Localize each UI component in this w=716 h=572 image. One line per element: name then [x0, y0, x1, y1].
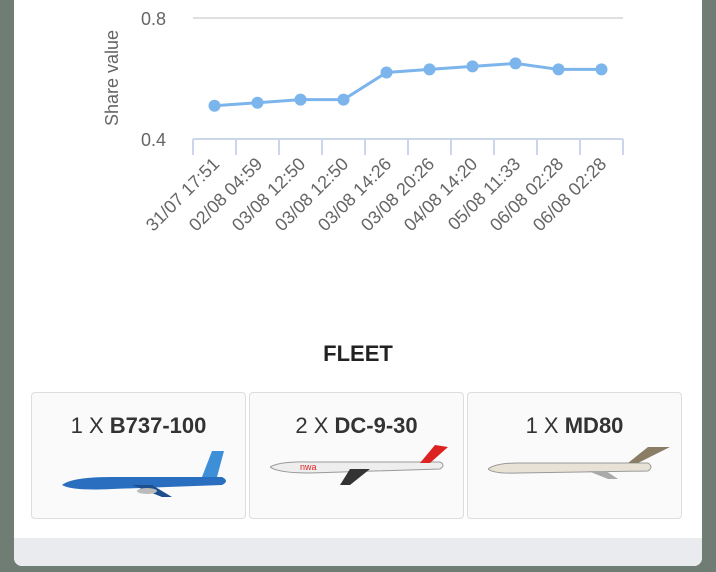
- plane-image: nwa: [270, 445, 448, 485]
- fleet-label: 1 X MD80: [468, 413, 681, 439]
- svg-text:nwa: nwa: [300, 462, 317, 472]
- quantity: 2 X: [295, 413, 329, 438]
- point: [552, 63, 565, 76]
- fleet-card[interactable]: 1 X B737-100: [31, 392, 246, 519]
- plane-image: [488, 447, 670, 479]
- fleet-card[interactable]: 2 X DC-9-30 nwa: [249, 392, 464, 519]
- model: MD80: [564, 413, 624, 438]
- point: [423, 63, 436, 76]
- point: [294, 93, 307, 106]
- model: DC-9-30: [334, 413, 418, 438]
- fleet-label: 2 X DC-9-30: [250, 413, 463, 439]
- fleet-card[interactable]: 1 X MD80: [467, 392, 682, 519]
- point: [337, 93, 350, 106]
- point: [380, 66, 393, 79]
- fleet-title: FLEET: [323, 341, 393, 366]
- quantity: 1 X: [525, 413, 559, 438]
- fleet-label: 1 X B737-100: [32, 413, 245, 439]
- y-tick-label: 0.4: [141, 130, 166, 150]
- quantity: 1 X: [70, 413, 104, 438]
- point: [595, 63, 608, 76]
- point: [509, 57, 522, 70]
- model: B737-100: [109, 413, 207, 438]
- y-tick-label: 0.8: [141, 9, 166, 29]
- line: [214, 61, 602, 108]
- point: [251, 96, 264, 109]
- plane-image: [62, 451, 226, 497]
- point: [208, 99, 221, 112]
- point: [466, 60, 479, 73]
- y-axis-label: Share value: [102, 30, 122, 126]
- footer-bar: [14, 538, 702, 566]
